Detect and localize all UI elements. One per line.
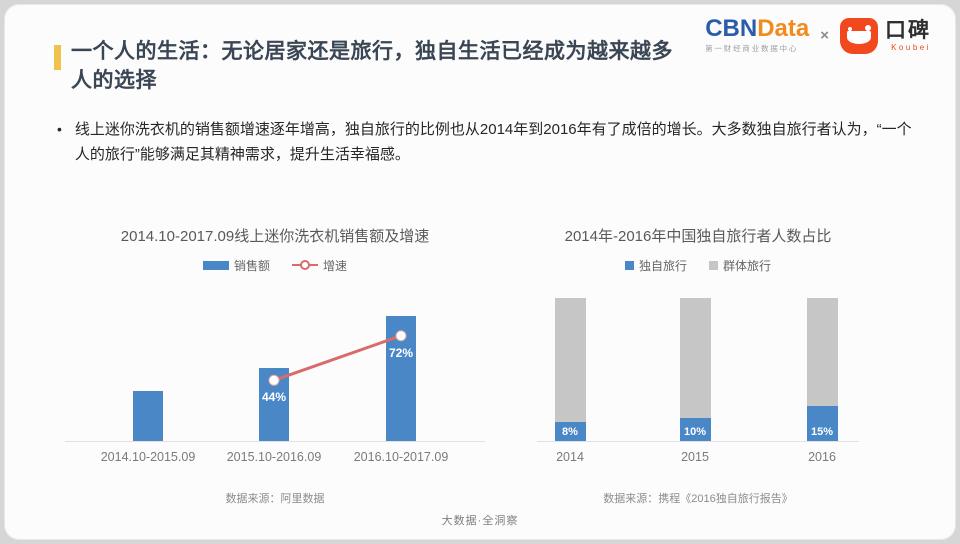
sales-bar bbox=[133, 390, 163, 441]
cbn-blue-text: CBN bbox=[705, 15, 758, 42]
left-chart-title: 2014.10-2017.09线上迷你洗衣机销售额及增速 bbox=[120, 228, 430, 245]
solo-travel-bar bbox=[806, 406, 838, 441]
title-accent-bar bbox=[54, 45, 61, 70]
legend-growth-label: 增速 bbox=[323, 258, 348, 273]
left-chart-source: 数据来源：阿里数据 bbox=[225, 493, 325, 505]
x-tick-label: 2014.10-2015.09 bbox=[100, 450, 196, 464]
x-tick-label: 2015 bbox=[681, 450, 709, 464]
left-x-axis: 2014.10-2015.09 2015.10-2016.09 2016.10-… bbox=[65, 442, 485, 468]
growth-value-label: 44% bbox=[261, 390, 287, 405]
x-tick-label: 2015.10-2016.09 bbox=[226, 450, 322, 464]
growth-value-label: 72% bbox=[388, 345, 414, 360]
x-tick-label: 2016.10-2017.09 bbox=[353, 450, 449, 464]
legend-solo-label: 独自旅行 bbox=[638, 258, 687, 273]
legend-group-label: 群体旅行 bbox=[723, 258, 772, 273]
right-chart-legend: 独自旅行 群体旅行 bbox=[537, 257, 859, 274]
cbn-orange-text: Data bbox=[757, 15, 810, 42]
bullet-text: 线上迷你洗衣机的销售额增速逐年增高，独自旅行的比例也从2014年到2016年有了… bbox=[74, 121, 912, 163]
x-tick-label: 2014 bbox=[556, 450, 584, 464]
group-travel-bar bbox=[679, 298, 711, 418]
koubei-wordmark: 口碑 Koubei bbox=[885, 18, 931, 52]
chart-solo-travelers: 2014年-2016年中国独自旅行者人数占比 独自旅行 群体旅行 8% 10% 15… bbox=[537, 227, 859, 506]
koubei-logo: 口碑 Koubei bbox=[840, 17, 931, 54]
koubei-smile bbox=[847, 30, 871, 44]
group-travel-bar bbox=[806, 298, 838, 406]
logo-separator: × bbox=[820, 27, 829, 44]
cbndata-logo: CBNData 第一财经商业数据中心 bbox=[705, 17, 809, 54]
growth-marker bbox=[268, 374, 280, 386]
legend-sales-label: 销售额 bbox=[233, 258, 270, 273]
sales-swatch bbox=[202, 260, 229, 270]
koubei-eye-right bbox=[865, 24, 871, 31]
group-travel-bar bbox=[554, 298, 586, 422]
right-chart-source: 数据来源：携程《2016独自旅行报告》 bbox=[603, 493, 793, 505]
koubei-en-text: Koubei bbox=[891, 42, 931, 52]
koubei-eye-left bbox=[848, 26, 852, 31]
cbndata-wordmark: CBNData bbox=[705, 17, 809, 41]
left-plot: 44% 72% bbox=[65, 294, 485, 442]
slide-card: 一个人的生活：无论居家还是旅行，独自生活已经成为越来越多 人的选择 CBNDat… bbox=[5, 5, 955, 539]
solo-swatch bbox=[624, 260, 634, 270]
right-chart-title: 2014年-2016年中国独自旅行者人数占比 bbox=[564, 228, 832, 245]
solo-travel-bar bbox=[554, 422, 586, 441]
legend-item-solo: 独自旅行 bbox=[624, 257, 687, 274]
left-chart-legend: 销售额 增速 bbox=[65, 257, 485, 274]
koubei-cn-text: 口碑 bbox=[885, 18, 931, 42]
page-footer: 大数据·全洞察 bbox=[441, 515, 519, 527]
solo-value-label: 15% bbox=[810, 426, 834, 438]
bullet-marker: • bbox=[57, 121, 62, 137]
legend-item-growth: 增速 bbox=[292, 257, 347, 274]
chart-sales-growth: 2014.10-2017.09线上迷你洗衣机销售额及增速 销售额 增速 44% 7… bbox=[65, 227, 485, 506]
koubei-smiley-icon bbox=[840, 17, 878, 54]
solo-travel-bar bbox=[679, 418, 711, 441]
legend-item-group: 群体旅行 bbox=[709, 257, 771, 274]
legend-item-sales: 销售额 bbox=[202, 257, 270, 274]
right-plot: 8% 10% 15% bbox=[537, 298, 859, 442]
group-swatch bbox=[709, 260, 718, 270]
cbndata-subtitle: 第一财经商业数据中心 bbox=[705, 44, 799, 53]
growth-line bbox=[268, 330, 407, 386]
summary-bullet: • 线上迷你洗衣机的销售额增速逐年增高，独自旅行的比例也从2014年到2016年… bbox=[57, 117, 925, 167]
solo-value-label: 10% bbox=[683, 426, 707, 438]
growth-line-swatch bbox=[292, 260, 318, 270]
solo-value-label: 8% bbox=[562, 426, 578, 438]
page-title-line1: 一个人的生活：无论居家还是旅行，独自生活已经成为越来越多 bbox=[71, 40, 673, 63]
logo-bar: CBNData 第一财经商业数据中心 × 口碑 Koubei bbox=[705, 17, 931, 54]
right-x-axis: 2014 2015 2016 bbox=[537, 442, 859, 468]
page-title-line2: 人的选择 bbox=[71, 69, 157, 92]
x-tick-label: 2016 bbox=[808, 450, 836, 464]
growth-marker bbox=[395, 330, 407, 342]
page-title: 一个人的生活：无论居家还是旅行，独自生活已经成为越来越多 人的选择 bbox=[71, 37, 731, 95]
